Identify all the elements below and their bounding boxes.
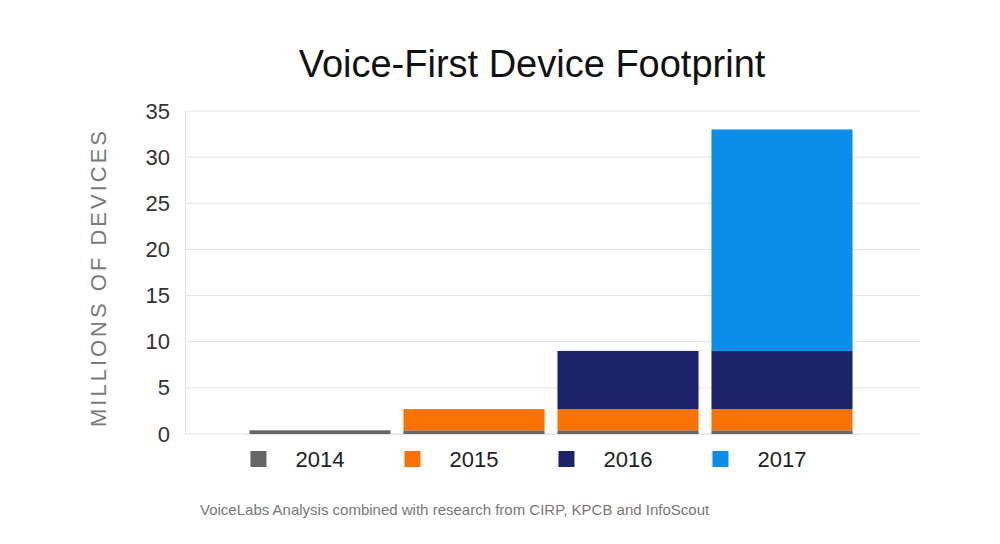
bar [403,409,544,410]
legend-label: 2017 [757,447,806,472]
bar [403,430,544,434]
y-tick-label: 25 [146,191,170,216]
legend: 2014 2015 2016 2017 [250,447,806,472]
bar [249,430,390,431]
bar [249,430,390,431]
title: Voice-First Device Footprint [299,43,766,85]
source-note: VoiceLabs Analysis combined with researc… [200,501,710,518]
bar [711,351,852,409]
bar [711,129,852,350]
bar [403,409,544,430]
y-tick: 5 [158,375,185,400]
legend-swatch [558,451,574,467]
y-tick-label: 10 [146,329,170,354]
bar [557,409,698,430]
bar [557,351,698,409]
bar-series [711,129,852,350]
y-tick-label: 30 [146,145,170,170]
y-tick: 10 [146,329,185,354]
y-tick-label: 15 [146,283,170,308]
legend-swatch [712,451,728,467]
grid-line [185,111,920,112]
legend-label: 2015 [449,447,498,472]
y-axis-line [185,112,186,435]
y-tick: 25 [146,191,185,216]
bars [249,129,852,434]
y-tick: 30 [146,145,185,170]
bar [557,430,698,434]
legend-item: 2014 [250,447,344,472]
y-axis: 0 5 10 15 20 25 30 35 [146,99,186,447]
legend-label: 2016 [603,447,652,472]
bar-series [557,351,852,409]
legend-label: 2014 [295,447,344,472]
legend-swatch [250,451,266,467]
bar [403,409,544,410]
y-tick: 0 [158,422,185,447]
bar [249,430,390,434]
y-tick-label: 5 [158,375,170,400]
chart: Voice-First Device Footprint MILLIONS OF … [0,0,1000,544]
bar-series [403,409,852,430]
x-axis-line [244,434,860,435]
y-tick: 15 [146,283,185,308]
legend-swatch [404,451,420,467]
y-tick: 20 [146,237,185,262]
bar-series [249,430,852,434]
bar [711,409,852,430]
y-tick-label: 35 [146,99,170,124]
y-axis-title: MILLIONS OF DEVICES [86,128,111,427]
grid [185,111,920,434]
y-tick-label: 0 [158,422,170,447]
y-tick: 35 [146,99,185,124]
legend-item: 2015 [404,447,498,472]
bar [711,430,852,434]
legend-item: 2017 [712,447,806,472]
bar [249,430,390,431]
bar [557,350,698,351]
legend-item: 2016 [558,447,652,472]
y-tick-label: 20 [146,237,170,262]
